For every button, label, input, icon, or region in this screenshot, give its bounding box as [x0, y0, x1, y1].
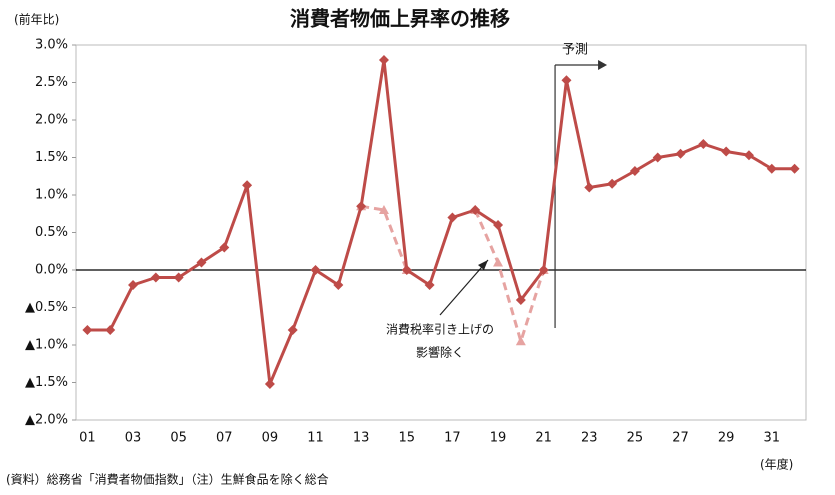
- y-tick-label: 1.0%: [35, 188, 68, 203]
- data-point: [538, 265, 549, 275]
- data-point: [561, 75, 572, 86]
- data-point: [584, 182, 595, 193]
- data-point: [378, 55, 389, 65]
- x-tick-label: 23: [581, 431, 598, 446]
- x-tick-label: 27: [672, 431, 689, 446]
- data-point: [652, 152, 663, 163]
- x-tick-label: 25: [627, 431, 644, 446]
- data-point: [287, 325, 298, 335]
- y-tick-label: 0.5%: [35, 225, 68, 240]
- x-axis-label: (年度): [760, 457, 793, 472]
- data-point: [105, 325, 116, 335]
- x-tick-label: 07: [216, 431, 233, 446]
- annotation-arrow: [439, 259, 489, 316]
- data-point: [629, 166, 640, 176]
- data-point: [789, 163, 800, 174]
- data-point: [264, 379, 275, 389]
- data-point: [128, 280, 139, 290]
- data-point: [310, 265, 321, 275]
- data-point: [401, 265, 412, 275]
- y-tick-label: 3.0%: [35, 38, 68, 53]
- y-tick-label: ▲2.0%: [25, 413, 68, 428]
- series-line: [360, 204, 546, 343]
- x-tick-label: 01: [79, 431, 96, 446]
- forecast-label: 予測: [562, 43, 588, 58]
- data-point: [219, 242, 230, 253]
- data-point: [721, 146, 732, 157]
- x-tick-label: 13: [353, 431, 370, 446]
- y-tick-label: ▲1.5%: [25, 375, 68, 390]
- data-point: [607, 178, 618, 189]
- data-point: [333, 280, 344, 290]
- data-point: [515, 336, 526, 346]
- data-point: [150, 272, 161, 283]
- data-point: [378, 205, 389, 214]
- x-tick-label: 19: [490, 431, 507, 446]
- y-axis-label: (前年比): [14, 12, 59, 27]
- plot-border: [75, 44, 807, 421]
- data-point: [766, 163, 777, 174]
- x-tick-label: 09: [262, 431, 279, 446]
- y-tick-label: 2.0%: [35, 113, 68, 128]
- forecast-arrowhead: [598, 60, 608, 70]
- data-point: [356, 201, 367, 212]
- data-point: [447, 212, 458, 223]
- data-point: [675, 148, 686, 159]
- x-tick-label: 15: [399, 431, 416, 446]
- chart-title: 消費者物価上昇率の推移: [290, 7, 510, 31]
- data-point: [493, 257, 504, 267]
- data-point: [242, 180, 253, 191]
- y-tick-label: ▲1.0%: [25, 338, 68, 353]
- annotation-arrowhead: [478, 260, 488, 270]
- x-tick-label: 29: [718, 431, 735, 446]
- x-tick-label: 17: [444, 431, 461, 446]
- data-point: [470, 205, 481, 215]
- data-point: [515, 295, 526, 305]
- y-tick-label: 0.0%: [35, 263, 68, 278]
- x-tick-label: 03: [125, 431, 142, 446]
- data-point: [743, 150, 754, 161]
- annotation: 消費税率引き上げの: [386, 322, 494, 337]
- x-tick-label: 31: [764, 431, 781, 446]
- data-point: [196, 257, 207, 268]
- y-tick-label: 1.5%: [35, 150, 68, 165]
- source-note: (資料）総務省「消費者物価指数」（注）生鮮食品を除く総合: [6, 472, 329, 487]
- x-tick-label: 21: [535, 431, 552, 446]
- data-point: [173, 272, 184, 283]
- data-point: [82, 325, 93, 335]
- data-point: [698, 139, 709, 149]
- data-point: [424, 280, 435, 290]
- x-tick-label: 05: [170, 431, 187, 446]
- y-tick-label: 2.5%: [35, 75, 68, 90]
- annotation: 影響除く: [416, 345, 464, 360]
- data-point: [493, 220, 504, 230]
- y-tick-label: ▲0.5%: [25, 300, 68, 315]
- x-tick-label: 11: [307, 431, 324, 446]
